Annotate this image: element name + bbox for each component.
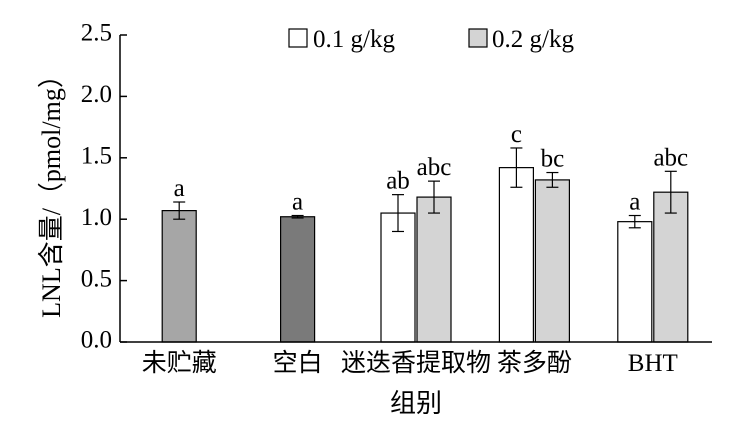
legend-label-series-1: 0.1 g/kg bbox=[313, 26, 395, 53]
x-tick-label: 空白 bbox=[273, 349, 323, 377]
significance-label: a bbox=[174, 175, 185, 202]
significance-label: ab bbox=[386, 168, 410, 195]
bar-series-2 bbox=[416, 196, 452, 343]
y-tick-label: 0.5 bbox=[81, 265, 112, 292]
y-tick-label: 0.0 bbox=[81, 327, 112, 354]
significance-label: c bbox=[511, 121, 522, 148]
legend-swatch-series-2 bbox=[468, 28, 488, 48]
x-axis-title: 组别 bbox=[390, 389, 442, 418]
bar-series-1 bbox=[380, 212, 416, 343]
axes-layer bbox=[119, 35, 712, 343]
y-tick-label: 1.0 bbox=[81, 204, 112, 231]
bars-layer bbox=[161, 147, 689, 343]
bar-series-1 bbox=[617, 221, 653, 343]
y-tick-label: 2.5 bbox=[81, 20, 112, 47]
legend-swatch-series-1 bbox=[288, 28, 308, 48]
bar-control bbox=[280, 216, 316, 343]
x-tick-label: 未贮藏 bbox=[142, 349, 217, 377]
y-tick-label: 2.0 bbox=[81, 81, 112, 108]
significance-label: abc bbox=[653, 144, 688, 171]
bar-series-1 bbox=[498, 167, 534, 343]
bar-series-2 bbox=[653, 191, 689, 343]
x-tick-label: BHT bbox=[628, 350, 678, 377]
y-axis-title: LNL含量/（pmol/mg） bbox=[37, 62, 66, 318]
significance-label: a bbox=[629, 189, 640, 216]
bar-control bbox=[161, 210, 197, 343]
significance-label: a bbox=[292, 189, 303, 216]
ticks-layer: 0.0 0.5 1.0 1.5 2.0 2.5 bbox=[81, 20, 127, 354]
y-tick-label: 1.5 bbox=[81, 143, 112, 170]
x-tick-label: 茶多酚 bbox=[497, 349, 572, 377]
legend: 0.1 g/kg 0.2 g/kg bbox=[288, 26, 574, 53]
significance-label: bc bbox=[541, 146, 565, 173]
x-tick-label: 迷迭香提取物 bbox=[341, 349, 491, 377]
significance-label: abc bbox=[417, 154, 452, 181]
bar-series-2 bbox=[534, 179, 571, 343]
legend-label-series-2: 0.2 g/kg bbox=[492, 26, 574, 53]
